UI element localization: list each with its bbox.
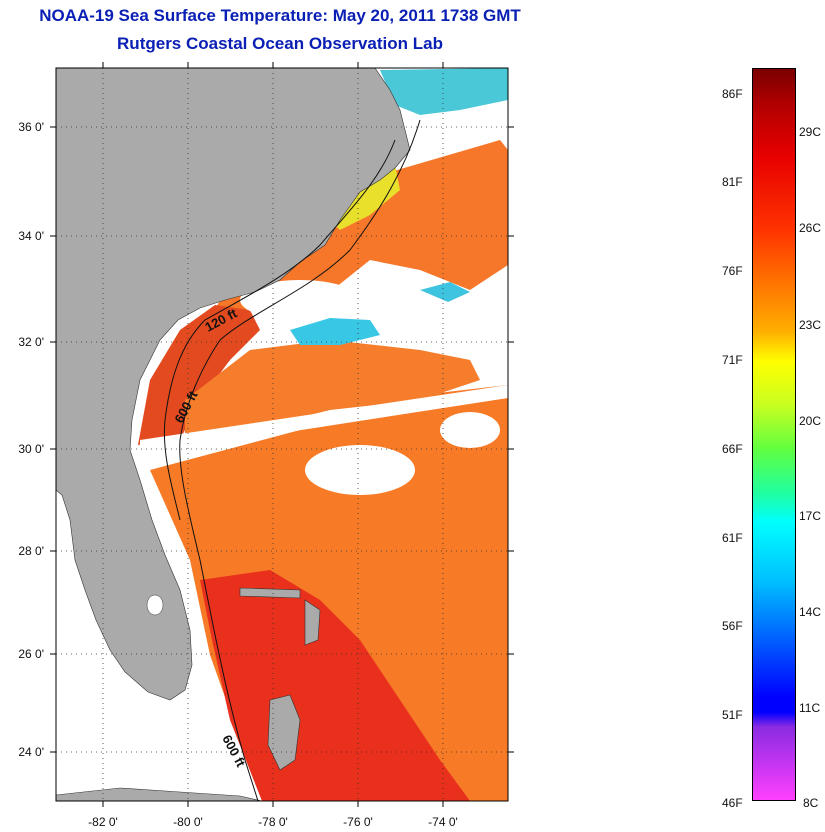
cloud-patch [305, 445, 415, 495]
land-cuba [56, 787, 263, 801]
lon-label: -78 0' [258, 815, 288, 829]
land-andros [267, 694, 301, 771]
colorbar-c-label: 8C [803, 796, 819, 810]
lat-label: 24 0' [18, 745, 44, 759]
lat-label: 34 0' [18, 229, 44, 243]
colorbar-f-label: 71F [722, 353, 743, 367]
lon-label: -80 0' [173, 815, 203, 829]
lon-label: -76 0' [343, 815, 373, 829]
colorbar-f-label: 81F [722, 175, 743, 189]
colorbar-f-label: 61F [722, 531, 743, 545]
page-title: NOAA-19 Sea Surface Temperature: May 20,… [39, 6, 521, 25]
colorbar-f-label: 76F [722, 264, 743, 278]
page-subtitle: Rutgers Coastal Ocean Observation Lab [117, 34, 443, 53]
lat-label: 32 0' [18, 335, 44, 349]
colorbar-f-label: 46F [722, 796, 743, 810]
lat-label: 36 0' [18, 120, 44, 134]
map-frame [55, 67, 509, 802]
colorbar-f-label: 51F [722, 708, 743, 722]
lat-label: 28 0' [18, 544, 44, 558]
sst-mid-band [185, 340, 480, 440]
isobath-120ft [163, 139, 396, 521]
lon-label: -82 0' [88, 815, 118, 829]
isobath-600ft [179, 119, 421, 801]
colorbar-c-label: 14C [799, 605, 822, 619]
lat-label: 30 0' [18, 442, 44, 456]
axis-ticks [50, 62, 514, 807]
colorbar-c-label: 11C [799, 701, 821, 715]
colorbar-f-label: 66F [722, 442, 743, 456]
cloud-patch [240, 280, 360, 320]
sst-cyan-patch [420, 282, 470, 302]
colorbar-c-label: 20C [799, 414, 822, 428]
sst-bahamas-red [200, 570, 470, 801]
colorbar-c-label: 17C [799, 509, 822, 523]
lon-label: -74 0' [428, 815, 458, 829]
temperature-colorbar [752, 68, 796, 801]
cloud-band [140, 385, 508, 455]
lat-label: 26 0' [18, 647, 44, 661]
graticule [56, 68, 508, 801]
colorbar-c-label: 29C [799, 125, 822, 139]
sst-gulfstream-red [138, 305, 260, 445]
cloud-patch [440, 412, 500, 448]
land-us-southeast [56, 68, 411, 701]
colorbar-f-label: 86F [722, 87, 743, 101]
sst-cool-north [380, 68, 508, 115]
land-grand-bahama [239, 587, 301, 599]
colorbar-c-label: 26C [799, 221, 822, 235]
lake-okeechobee [146, 594, 164, 616]
sst-cyan-patch [290, 318, 380, 345]
land-abaco [304, 599, 321, 646]
colorbar-f-label: 56F [722, 619, 743, 633]
colorbar-c-label: 23C [799, 318, 822, 332]
